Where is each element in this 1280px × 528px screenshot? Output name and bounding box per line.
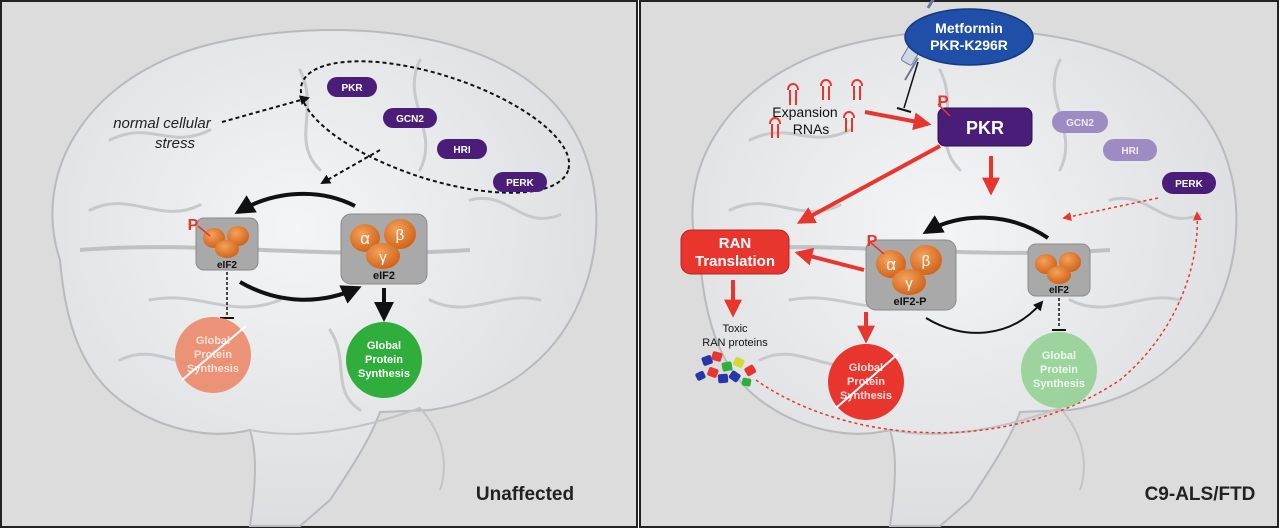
right-inhibited-line3: Synthesis [840,390,892,402]
right-panel-label: C9-ALS/FTD [1145,484,1256,505]
right-kinase-perk-label: PERK [1175,179,1204,190]
left-gamma-subunit: γ [379,249,387,266]
right-kinase-hri-label: HRI [1121,146,1138,157]
drug-line2: PKR-K296R [930,37,1008,53]
ran-translation-box: RAN Translation [680,229,790,275]
left-active-line2: Protein [365,354,403,366]
left-active-line3: Synthesis [358,368,410,380]
drug-inhibit-bar [896,107,912,113]
right-inhibited-line1: Global [849,362,883,374]
ran-line2: Translation [695,253,775,270]
left-kinase-hri-label: HRI [453,145,470,156]
right-eif2p: α β γ eIF2-P P [865,233,957,311]
left-kinase-hri: HRI [437,139,487,159]
pkr-phospho-mark: P [937,92,948,111]
pkr-active: PKR P [937,92,1033,147]
right-beta-subunit: β [922,253,931,270]
right-faded-line2: Protein [1040,364,1078,376]
right-cycle-arrow-bottom [925,300,1044,334]
left-inhibited-line1: Global [196,335,230,347]
right-faded-line1: Global [1042,350,1076,362]
right-eif2: eIF2 [1027,243,1091,297]
right-eif2-label: eIF2 [1049,285,1069,296]
left-cycle-arrow-top [234,191,356,215]
eif2p-to-ran-arrow [794,247,865,272]
right-kinase-hri: HRI [1103,139,1157,161]
left-cycle-arrow-bottom [238,280,362,304]
pkr-to-ran-arrow [796,144,941,224]
toxic-line1: Toxic [722,323,748,335]
left-panel-label: Unaffected [476,484,574,505]
toxic-line2: RAN proteins [702,337,768,349]
left-active-line1: Global [367,340,401,352]
right-alpha-subunit: α [886,255,896,274]
left-kinase-perk-label: PERK [506,178,535,189]
pkr-label: PKR [966,118,1004,138]
rna-hairpin-icons [769,79,863,138]
left-kinase-pkr-label: PKR [341,83,363,94]
expansion-to-pkr-arrow [864,110,932,131]
toxic-to-perk-arrow [755,211,1202,434]
left-eif2-phospho: eIF2 P [188,217,259,271]
left-phospho-mark: P [188,217,199,234]
drug-line1: Metformin [935,20,1003,36]
expansion-line2: RNAs [793,121,830,137]
left-alpha-subunit: α [360,229,370,248]
toxic-protein-cluster [695,351,757,387]
right-gamma-subunit: γ [905,275,913,292]
left-eif2-label: eIF2 [373,270,395,282]
ran-line1: RAN [719,235,752,252]
right-faded-line3: Synthesis [1033,378,1085,390]
left-kinase-pkr: PKR [327,77,377,97]
kinase-group-ellipse [299,60,571,194]
left-kinase-gcn2-label: GCN2 [396,114,424,125]
left-eif2-phospho-label: eIF2 [217,260,237,271]
left-kinase-perk: PERK [493,172,547,192]
left-inhibited-synthesis: Global Protein Synthesis [175,317,251,393]
right-inhibited-synthesis: Global Protein Synthesis [828,344,904,420]
left-beta-subunit: β [396,227,405,244]
right-kinase-gcn2: GCN2 [1052,111,1108,133]
right-kinase-gcn2-label: GCN2 [1066,118,1094,129]
left-active-synthesis: Global Protein Synthesis [346,322,422,398]
right-cycle-arrow-top [922,215,1050,240]
expansion-line1: Expansion [772,104,837,120]
drug-inhibit-line [903,61,919,109]
stress-text-line2: stress [155,135,196,152]
right-faded-synthesis: Global Protein Synthesis [1021,332,1097,408]
perk-to-eif2-arrow [1062,197,1159,221]
stress-arrow [221,95,310,123]
drug-badge: Metformin PKR-K296R [904,8,1034,66]
right-eif2p-label: eIF2-P [893,296,926,308]
right-kinase-perk: PERK [1162,172,1216,194]
right-eif2p-phospho-mark: P [867,233,878,250]
left-eif2: α β γ eIF2 [340,213,428,285]
stress-text-line1: normal cellular [113,115,212,132]
left-kinase-gcn2: GCN2 [383,108,437,128]
